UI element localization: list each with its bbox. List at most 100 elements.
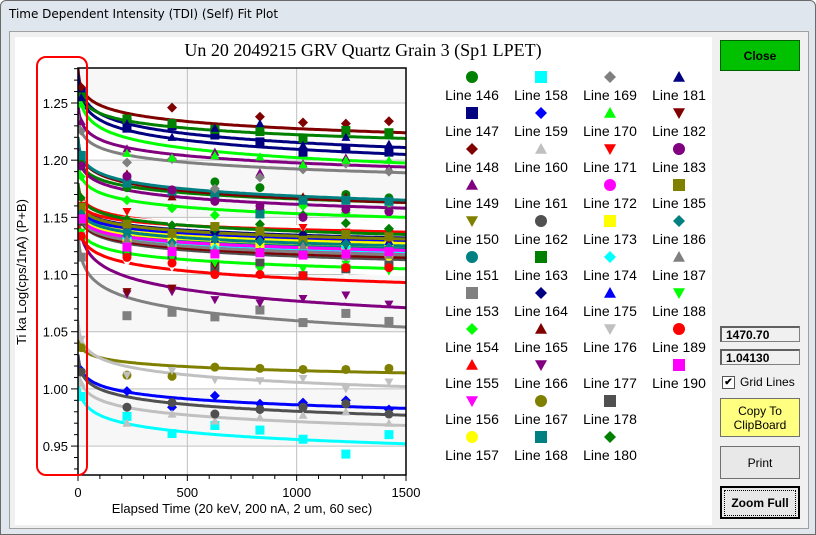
legend-label: Line 146: [445, 87, 499, 103]
data-point: [210, 130, 220, 140]
data-point: [341, 224, 351, 233]
legend-item: Line 177: [583, 360, 637, 391]
grid-lines-checkbox[interactable]: ✔ Grid Lines: [722, 375, 795, 389]
data-point: [255, 209, 265, 219]
data-point: [210, 420, 220, 430]
legend-label: Line 157: [445, 447, 499, 463]
legend-marker-triangle-up-icon: [466, 359, 478, 370]
data-point: [384, 247, 394, 257]
legend-item: Line 187: [652, 251, 706, 283]
legend-item: Line 158: [514, 71, 568, 103]
legend-item: Line 180: [583, 431, 637, 463]
legend-marker-triangle-up-icon: [535, 143, 547, 154]
data-point: [210, 296, 220, 305]
data-point: [341, 263, 351, 273]
data-point: [167, 284, 177, 293]
legend-label: Line 162: [514, 231, 568, 247]
plot-content: [78, 68, 406, 459]
data-point: [384, 378, 394, 387]
data-point: [340, 218, 351, 229]
legend-item: Line 168: [514, 431, 568, 463]
data-point: [255, 201, 265, 211]
data-point: [167, 409, 177, 418]
data-point: [254, 172, 265, 183]
legend-item: Line 176: [583, 324, 637, 355]
data-point: [298, 160, 308, 169]
zoom-full-button[interactable]: Zoom Full: [720, 486, 800, 519]
data-point: [383, 166, 394, 177]
y-tick-label: 1.25: [43, 96, 68, 111]
data-point: [384, 128, 394, 138]
legend-item: Line 160: [514, 143, 568, 175]
copy-to-clipboard-button[interactable]: Copy To ClipBoard: [720, 398, 800, 437]
legend-label: Line 166: [514, 375, 568, 391]
checkbox-box[interactable]: ✔: [722, 375, 735, 389]
legend-label: Line 161: [514, 195, 568, 211]
data-point: [210, 376, 220, 385]
data-point: [167, 258, 177, 268]
data-point: [121, 195, 132, 206]
data-point: [78, 335, 86, 344]
data-point: [122, 411, 132, 421]
fit-curve-line-170: [78, 80, 406, 165]
close-button[interactable]: Close: [720, 40, 800, 71]
legend-marker-square-icon: [466, 287, 478, 299]
data-point: [210, 249, 220, 259]
legend-item: Line 189: [652, 323, 706, 355]
legend-marker-square-icon: [535, 431, 547, 443]
grid-band: [78, 68, 406, 103]
data-point: [298, 265, 308, 274]
data-point: [78, 193, 86, 203]
data-point: [209, 210, 220, 221]
legend-item: Line 190: [652, 359, 706, 391]
data-point: [122, 144, 132, 153]
data-point: [341, 407, 351, 416]
legend-label: Line 182: [652, 123, 706, 139]
y-readout: 1.04130: [720, 349, 800, 365]
legend-label: Line 173: [583, 231, 637, 247]
legend-marker-triangle-down-icon: [466, 216, 478, 227]
data-point: [210, 270, 220, 280]
window-title: Time Dependent Intensity (TDI) (Self) Fi…: [9, 7, 279, 21]
y-tick-label: 0.95: [43, 439, 68, 454]
legend-item: Line 149: [445, 179, 499, 211]
data-point: [210, 177, 220, 187]
data-point: [167, 119, 177, 129]
data-point: [298, 140, 308, 149]
legend-label: Line 183: [652, 159, 706, 175]
data-point: [210, 189, 220, 199]
x-tick-label: 500: [176, 485, 198, 500]
legend-marker-diamond-icon: [673, 215, 685, 227]
data-point: [384, 300, 394, 309]
data-point: [122, 242, 132, 252]
legend-item: Line 188: [652, 288, 706, 319]
x-tick-label: 1000: [282, 485, 311, 500]
data-point: [255, 412, 265, 422]
legend-marker-diamond-icon: [604, 431, 616, 443]
legend-item: Line 153: [445, 287, 499, 319]
legend-item: Line 167: [514, 395, 568, 427]
legend-label: Line 160: [514, 159, 568, 175]
data-point: [298, 117, 309, 128]
legend-marker-triangle-down-icon: [673, 288, 685, 299]
legend-label: Line 172: [583, 195, 637, 211]
data-point: [255, 305, 265, 315]
data-point: [167, 367, 177, 376]
legend-marker-triangle-up-icon: [466, 179, 478, 190]
data-point: [167, 203, 178, 214]
data-point: [167, 192, 177, 201]
legend-label: Line 148: [445, 159, 499, 175]
data-point: [384, 196, 394, 206]
data-point: [341, 249, 351, 259]
data-point: [209, 183, 220, 194]
data-point: [298, 294, 308, 304]
x-tick-label: 1500: [392, 485, 421, 500]
legend-label: Line 154: [445, 339, 499, 355]
data-point: [210, 416, 220, 425]
legend-marker-triangle-down-icon: [604, 144, 616, 155]
data-point: [122, 402, 132, 412]
data-point: [122, 371, 132, 380]
y-axis-label: Ti ka Log(cps/1nA) (P+B): [14, 199, 29, 345]
legend-marker-circle-icon: [535, 215, 547, 227]
print-button[interactable]: Print: [720, 446, 800, 479]
